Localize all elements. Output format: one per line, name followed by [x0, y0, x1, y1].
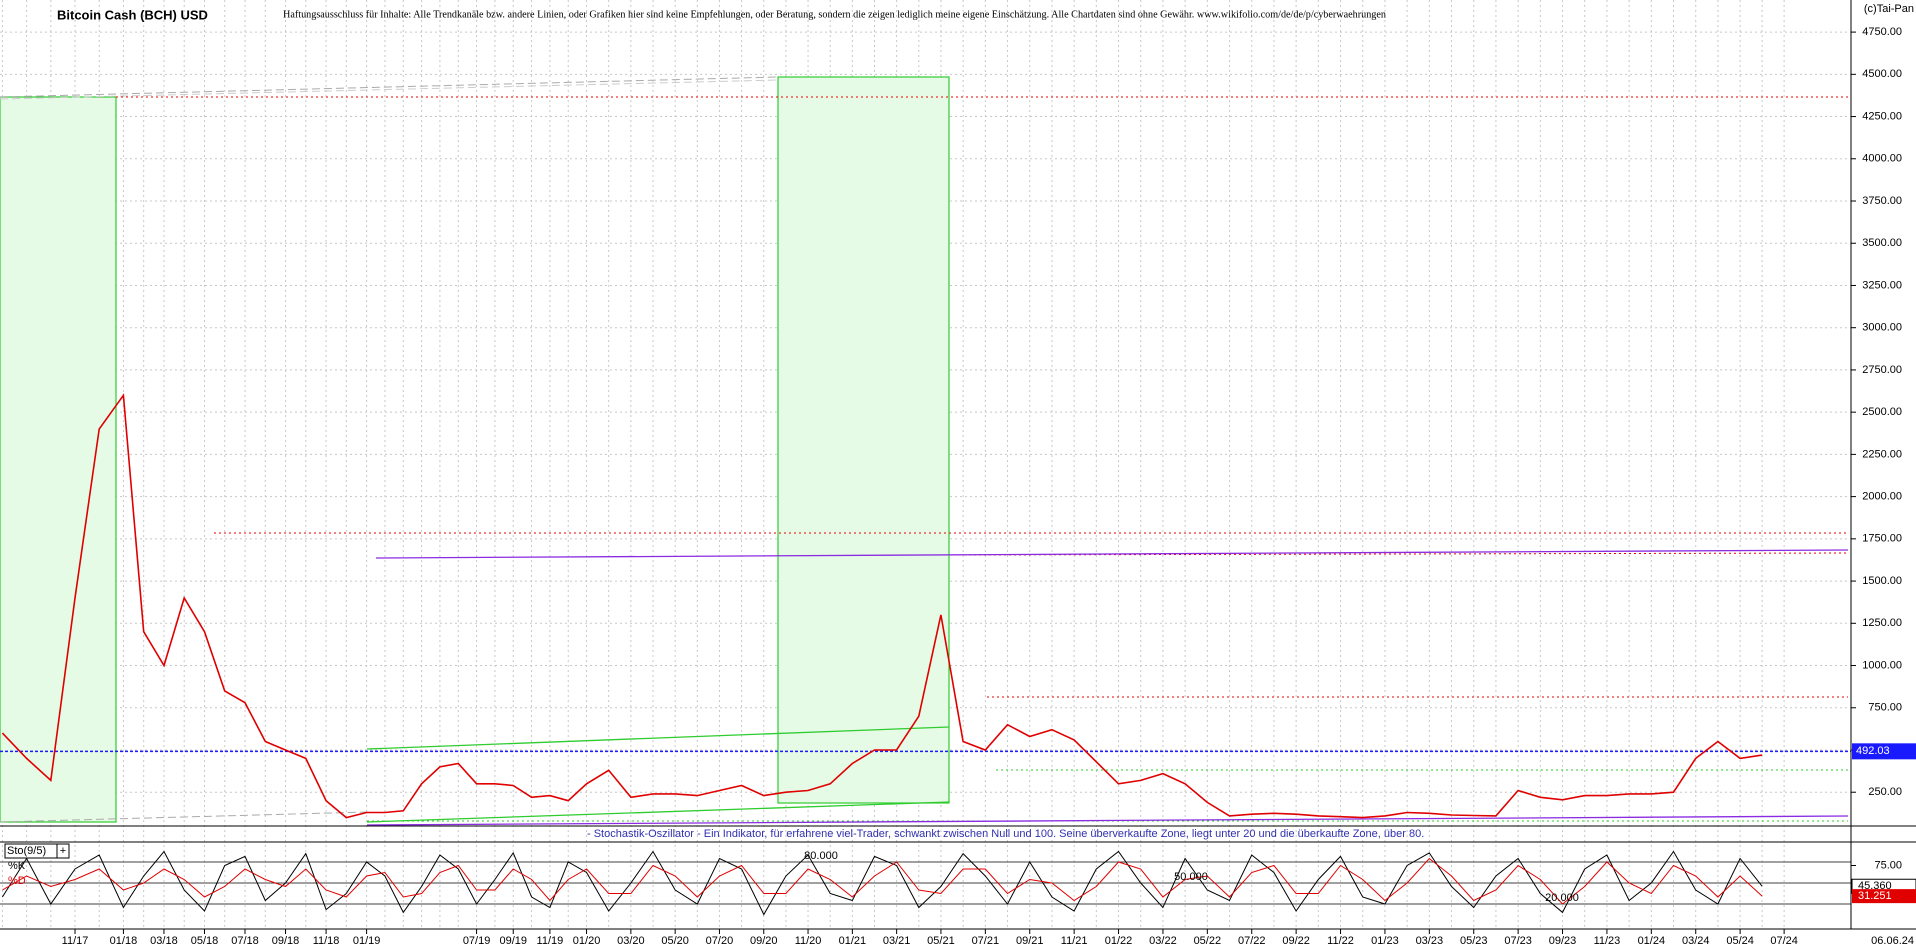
legend-label: %K — [8, 860, 26, 872]
x-tick-label: 03/22 — [1149, 935, 1177, 947]
x-tick-label: 03/23 — [1416, 935, 1444, 947]
y-tick-label: 3500.00 — [1862, 237, 1902, 249]
x-tick-label: 01/22 — [1105, 935, 1133, 947]
x-tick-label: 07/23 — [1504, 935, 1532, 947]
y-tick-label: 1500.00 — [1862, 575, 1902, 587]
x-tick-label: 11/20 — [795, 935, 822, 947]
x-tick-label: 11/21 — [1061, 935, 1088, 947]
x-tick-label: 05/18 — [191, 935, 219, 947]
y-tick-label: 4750.00 — [1862, 26, 1902, 38]
x-tick-label: 07/21 — [972, 935, 1000, 947]
zone-box — [0, 96, 117, 823]
x-tick-label: 05/22 — [1194, 935, 1222, 947]
x-tick-label: 11/23 — [1594, 935, 1621, 947]
y-tick-label: 1750.00 — [1862, 533, 1902, 545]
y2-tick-label: 75.00 — [1874, 859, 1902, 871]
y-tick-label: 1000.00 — [1862, 659, 1902, 671]
x-tick-label: 01/19 — [353, 935, 381, 947]
current-value-box — [1852, 889, 1916, 904]
y-tick-label: 3250.00 — [1862, 279, 1902, 291]
y-tick-label: 4000.00 — [1862, 153, 1902, 165]
trend-line — [375, 549, 1849, 559]
y-tick-label: 2250.00 — [1862, 448, 1902, 460]
current-price-box — [1852, 743, 1916, 760]
x-tick-label: 01/23 — [1371, 935, 1399, 947]
x-tick-label: 09/23 — [1549, 935, 1577, 947]
series-line — [1, 850, 1763, 916]
x-tick-label: 03/21 — [883, 935, 911, 947]
x-tick-label: 01/21 — [839, 935, 867, 947]
date: 06.06.24 — [1871, 935, 1914, 947]
x-tick-label: 11/18 — [313, 935, 340, 947]
current-value-label: 31.251 — [1858, 890, 1892, 902]
trend-line — [0, 76, 779, 98]
x-tick-label: 07/22 — [1238, 935, 1266, 947]
y-tick-label: 80.000 — [804, 850, 838, 862]
legend-title: Sto(9/5) — [7, 845, 46, 857]
x-tick-label: 09/18 — [272, 935, 300, 947]
x-tick-label: 11/19 — [537, 935, 564, 947]
chart-title: Bitcoin Cash (BCH) USD — [57, 7, 208, 22]
x-tick-label: 07/20 — [706, 935, 734, 947]
x-tick-label: 09/22 — [1282, 935, 1310, 947]
trend-line — [0, 811, 368, 823]
trend-line — [366, 815, 1849, 826]
x-tick-label: 09/19 — [499, 935, 527, 947]
x-tick-label: 03/24 — [1682, 935, 1710, 947]
x-tick-label: 09/21 — [1016, 935, 1044, 947]
x-tick-label: 11/17 — [62, 935, 89, 947]
legend-button[interactable] — [56, 843, 70, 859]
x-tick-label: 03/18 — [150, 935, 178, 947]
x-tick-label: 01/18 — [110, 935, 138, 947]
y-tick-label: 250.00 — [1868, 786, 1902, 798]
y-tick-label: 3750.00 — [1862, 195, 1902, 207]
y-tick-label: 4250.00 — [1862, 110, 1902, 122]
trend-line — [366, 726, 950, 750]
x-tick-label: 05/23 — [1460, 935, 1488, 947]
y-tick-label: 3000.00 — [1862, 322, 1902, 334]
x-tick-label: 07/19 — [463, 935, 491, 947]
disclaimer: Haftungsausschluss für Inhalte: Alle Tre… — [283, 9, 1386, 20]
x-tick-label: 07/18 — [231, 935, 259, 947]
y-tick-label: 2000.00 — [1862, 491, 1902, 503]
x-tick-label: 05/20 — [661, 935, 689, 947]
legend-button-icon: + — [60, 845, 66, 857]
y-tick-label: 750.00 — [1868, 702, 1902, 714]
legend-label: %D — [8, 875, 26, 887]
y-tick-label: 2750.00 — [1862, 364, 1902, 376]
trend-line — [0, 79, 779, 100]
x-tick-label: 05/21 — [927, 935, 955, 947]
y-tick-label: 20.000 — [1545, 892, 1579, 904]
indicator-caption: - Stochastik-Oszillator - Ein Indikator,… — [587, 828, 1424, 840]
x-tick-label: 07/24 — [1770, 935, 1798, 947]
series-line — [2, 857, 1763, 905]
y-tick-label: 50.000 — [1174, 871, 1208, 883]
y-tick-label: 1250.00 — [1862, 617, 1902, 629]
source: (c)Tai-Pan — [1864, 3, 1914, 15]
x-tick-label: 01/20 — [573, 935, 601, 947]
annotations — [0, 76, 1849, 826]
y-tick-label: 4500.00 — [1862, 68, 1902, 80]
marks — [0, 393, 1851, 916]
x-tick-label: 09/20 — [750, 935, 778, 947]
x-tick-label: 03/20 — [617, 935, 645, 947]
current-price-label: 492.03 — [1856, 745, 1890, 757]
series-line — [1, 393, 1763, 819]
x-tick-label: 01/24 — [1638, 935, 1666, 947]
x-tick-label: 05/24 — [1726, 935, 1754, 947]
trend-line — [366, 801, 950, 823]
y-tick-label: 2500.00 — [1862, 406, 1902, 418]
zone-box — [777, 76, 950, 804]
x-tick-label: 11/22 — [1327, 935, 1354, 947]
